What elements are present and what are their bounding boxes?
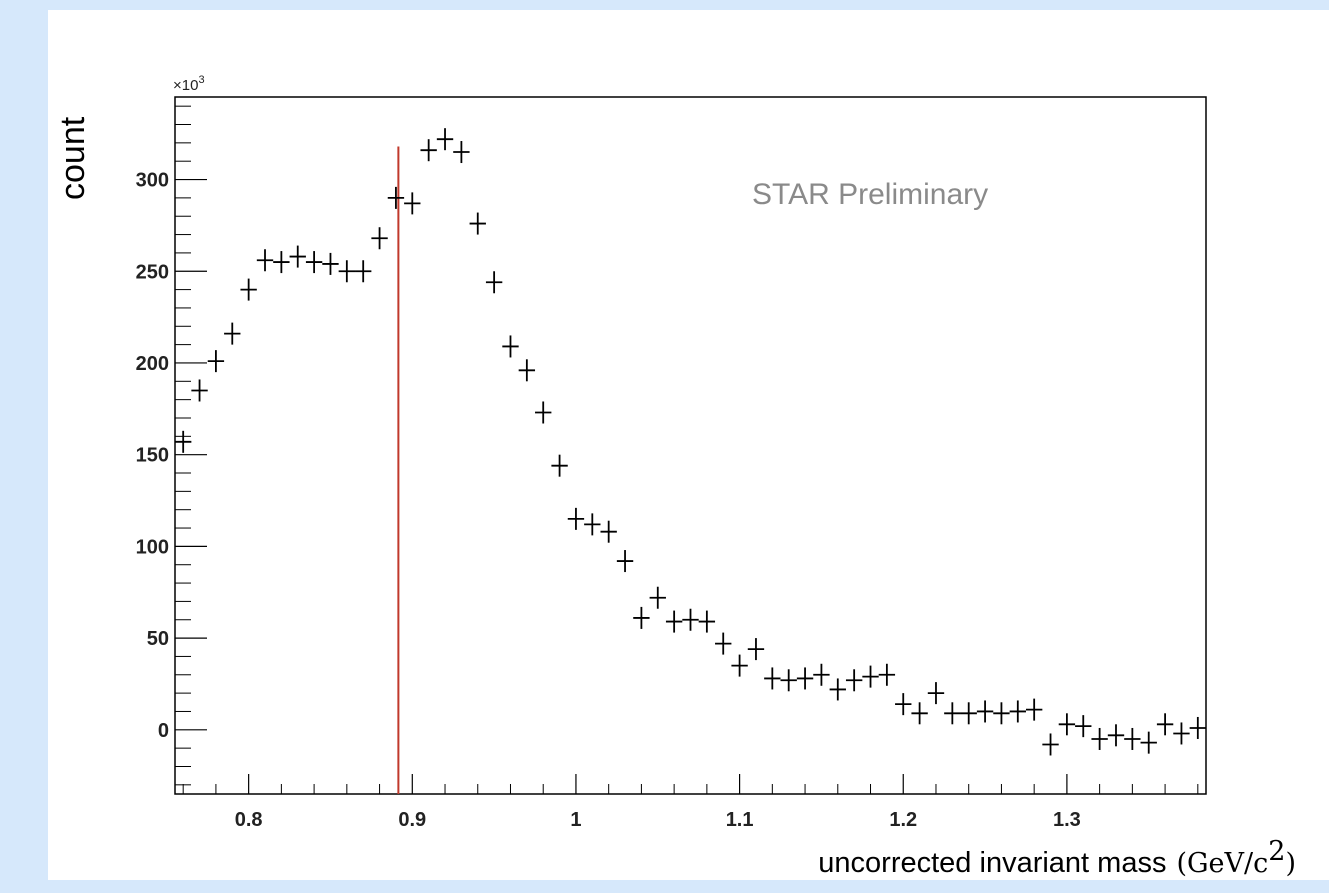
data-point	[878, 663, 896, 686]
x-tick-label: 0.9	[398, 809, 426, 831]
data-points	[175, 128, 1206, 756]
data-point	[944, 702, 961, 725]
y-multiplier: ×103	[173, 74, 205, 94]
data-point	[1058, 713, 1076, 736]
x-tick-label: 1.1	[726, 809, 754, 831]
data-point	[207, 350, 225, 373]
x-tick-label: 0.8	[235, 809, 263, 831]
x-tick-label: 1.3	[1053, 809, 1081, 831]
y-tick-label: 150	[136, 445, 169, 467]
y-tick-label: 300	[136, 170, 169, 192]
plot-panel: 0 50 100 150 200 250 300 0.8 0.9 1 1.1 1.2 1.3 ×103…	[48, 10, 1329, 880]
data-point	[780, 669, 797, 692]
data-point	[387, 186, 405, 209]
data-point	[567, 507, 585, 530]
x-tick-label: 1	[570, 809, 581, 831]
data-point	[191, 379, 208, 402]
data-point	[371, 227, 388, 250]
data-point	[616, 550, 634, 573]
x-axis-title: uncorrected invariant mass (GeV/c2)	[818, 836, 1296, 879]
data-point	[1009, 700, 1026, 723]
star-preliminary-label: STAR Preliminary	[752, 178, 988, 211]
data-point	[960, 702, 977, 725]
y-tick-label: 200	[136, 353, 169, 375]
data-point	[175, 430, 192, 453]
data-point	[305, 251, 323, 274]
data-point	[273, 251, 290, 274]
data-point	[633, 606, 650, 629]
data-point	[289, 245, 306, 268]
x-tick-labels: 0.8 0.9 1 1.1 1.2 1.3	[235, 809, 1081, 831]
data-point	[551, 454, 568, 477]
data-point	[829, 678, 846, 701]
data-point	[518, 359, 536, 382]
data-point	[682, 608, 699, 631]
data-point	[976, 700, 994, 723]
data-point	[453, 141, 470, 164]
histogram-chart: 0 50 100 150 200 250 300 0.8 0.9 1 1.1 1.2 1.3 ×103…	[54, 74, 1296, 879]
data-point	[535, 401, 552, 424]
data-point	[600, 520, 617, 543]
data-point	[338, 260, 356, 283]
data-point	[862, 665, 879, 688]
data-point	[764, 667, 781, 690]
data-point	[224, 322, 241, 345]
data-point	[731, 654, 748, 677]
data-point	[502, 335, 519, 358]
data-point	[420, 139, 437, 162]
data-point	[322, 252, 339, 275]
data-point	[1091, 727, 1108, 750]
data-point	[256, 249, 274, 272]
data-point	[715, 632, 732, 655]
data-point	[813, 663, 830, 686]
data-point	[911, 702, 928, 725]
y-tick-label: 100	[136, 536, 169, 558]
data-point	[1173, 722, 1190, 745]
data-point	[1189, 716, 1206, 739]
data-point	[649, 586, 666, 609]
data-point	[698, 610, 716, 633]
data-point	[993, 702, 1010, 725]
axis-ticks	[175, 105, 1199, 794]
data-point	[1075, 715, 1092, 738]
data-point	[1156, 713, 1174, 736]
y-axis-title: count	[54, 116, 92, 200]
data-point	[927, 682, 945, 705]
data-point	[1042, 733, 1059, 756]
plot-frame	[174, 96, 1207, 795]
data-point	[1140, 731, 1157, 754]
data-point	[404, 192, 421, 215]
y-tick-labels: 0 50 100 150 200 250 300	[136, 170, 169, 742]
data-point	[665, 610, 683, 633]
data-point	[1107, 724, 1125, 747]
data-point	[355, 260, 372, 283]
y-tick-label: 0	[158, 720, 169, 742]
data-point	[1025, 698, 1043, 721]
data-point	[845, 669, 863, 692]
data-point	[584, 513, 601, 536]
x-tick-label: 1.2	[889, 809, 917, 831]
data-point	[240, 278, 257, 301]
y-tick-label: 250	[136, 261, 169, 283]
data-point	[895, 693, 912, 716]
data-point	[436, 128, 454, 151]
data-point	[796, 667, 814, 690]
y-tick-label: 50	[147, 628, 169, 650]
data-point	[1124, 727, 1141, 750]
data-point	[747, 638, 765, 661]
data-point	[485, 271, 503, 294]
data-point	[469, 212, 486, 235]
